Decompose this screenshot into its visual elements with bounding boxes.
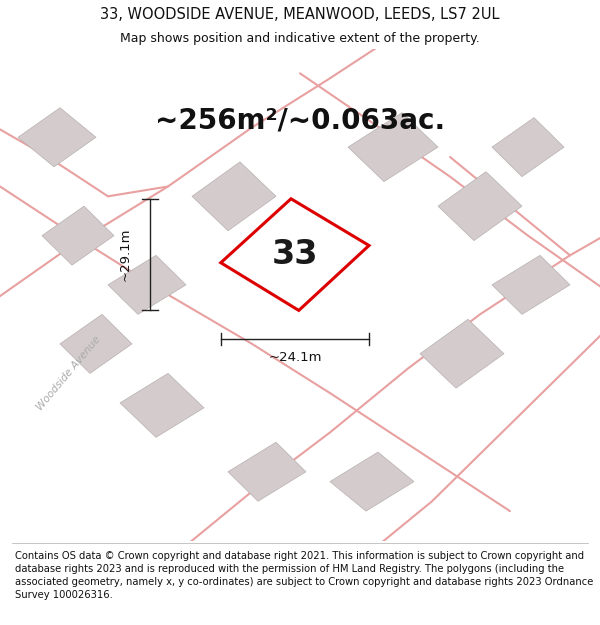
- Text: 33, WOODSIDE AVENUE, MEANWOOD, LEEDS, LS7 2UL: 33, WOODSIDE AVENUE, MEANWOOD, LEEDS, LS…: [100, 7, 500, 22]
- Polygon shape: [18, 107, 96, 167]
- Text: Map shows position and indicative extent of the property.: Map shows position and indicative extent…: [120, 31, 480, 44]
- Polygon shape: [42, 206, 114, 265]
- Polygon shape: [60, 314, 132, 373]
- Polygon shape: [192, 162, 276, 231]
- Polygon shape: [492, 256, 570, 314]
- Polygon shape: [492, 118, 564, 177]
- Text: ~24.1m: ~24.1m: [268, 351, 322, 364]
- Text: ~29.1m: ~29.1m: [118, 228, 131, 281]
- Polygon shape: [330, 452, 414, 511]
- Polygon shape: [420, 319, 504, 388]
- Polygon shape: [228, 442, 306, 501]
- Text: 33: 33: [272, 238, 318, 271]
- Text: Contains OS data © Crown copyright and database right 2021. This information is : Contains OS data © Crown copyright and d…: [15, 551, 593, 601]
- Polygon shape: [348, 112, 438, 181]
- Polygon shape: [438, 172, 522, 241]
- Text: Woodside Avenue: Woodside Avenue: [35, 334, 103, 412]
- Text: ~256m²/~0.063ac.: ~256m²/~0.063ac.: [155, 106, 445, 134]
- Polygon shape: [120, 373, 204, 438]
- Polygon shape: [108, 256, 186, 314]
